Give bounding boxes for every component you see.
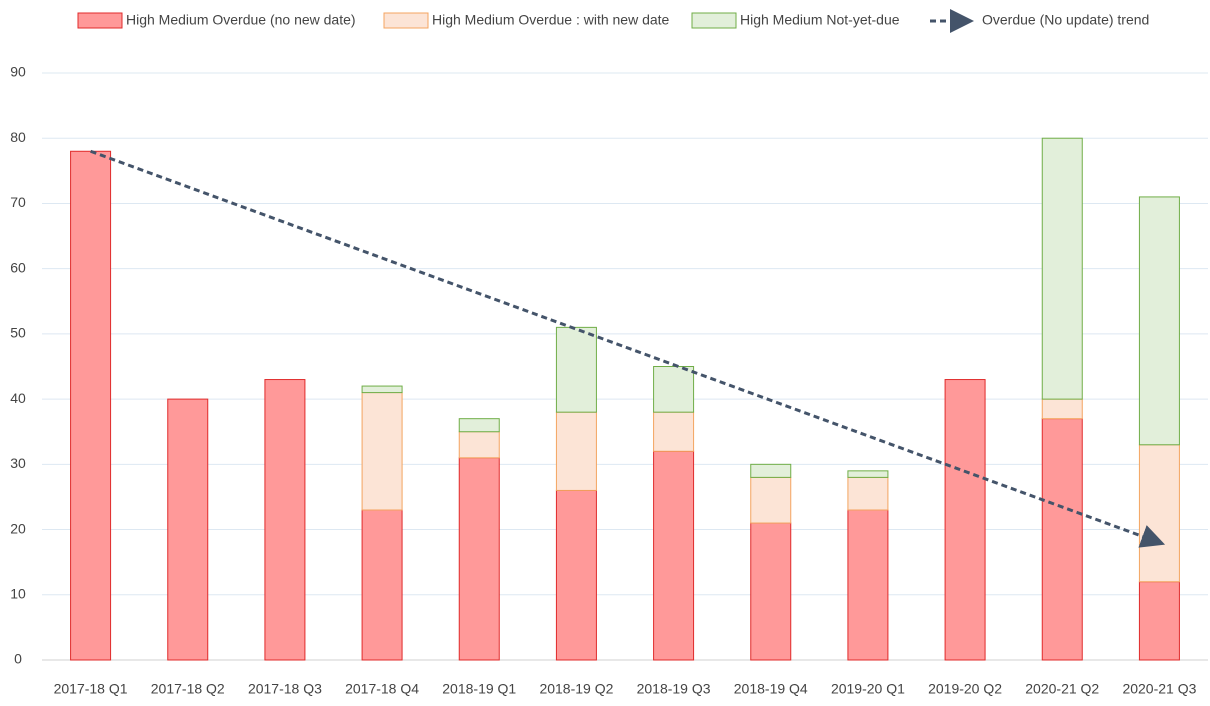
x-tick-label: 2017-18 Q4: [345, 681, 419, 697]
bar-segment: [1041, 137, 1083, 400]
bar-segment: [555, 411, 597, 491]
bar-segment: [847, 476, 889, 511]
y-tick-label: 50: [10, 325, 26, 341]
y-tick-label: 70: [10, 194, 26, 210]
bar-segment: [750, 463, 792, 478]
bar-segment: [1138, 581, 1180, 661]
x-tick-label: 2018-19 Q1: [442, 681, 516, 697]
bar-segment: [653, 366, 695, 413]
bar-segment: [847, 509, 889, 661]
bar-segment: [653, 411, 695, 452]
x-tick-label: 2018-19 Q2: [539, 681, 613, 697]
legend-swatch: [691, 12, 737, 29]
legend-label: High Medium Overdue : with new date: [432, 12, 670, 28]
bar-segment: [458, 457, 500, 661]
x-tick-label: 2018-19 Q3: [637, 681, 711, 697]
bar-segment: [361, 385, 403, 394]
bar-segment: [1041, 398, 1083, 420]
bar-segment: [1138, 196, 1180, 446]
bar-segment: [555, 489, 597, 661]
bar-segment: [167, 398, 209, 661]
y-tick-label: 80: [10, 129, 26, 145]
y-tick-label: 20: [10, 520, 26, 536]
x-tick-label: 2020-21 Q2: [1025, 681, 1099, 697]
bar-segment: [1138, 444, 1180, 583]
bar-segment: [944, 379, 986, 661]
legend-swatch: [383, 12, 429, 29]
legend-label: High Medium Overdue (no new date): [126, 12, 356, 28]
x-tick-label: 2019-20 Q1: [831, 681, 905, 697]
bar-segment: [70, 150, 112, 661]
bar-segment: [264, 379, 306, 661]
bar-segment: [1041, 418, 1083, 661]
y-tick-label: 60: [10, 259, 26, 275]
x-tick-label: 2020-21 Q3: [1122, 681, 1196, 697]
bar-segment: [458, 431, 500, 459]
x-tick-label: 2017-18 Q2: [151, 681, 225, 697]
legend-label: High Medium Not-yet-due: [740, 12, 900, 28]
x-tick-label: 2017-18 Q3: [248, 681, 322, 697]
y-tick-label: 40: [10, 390, 26, 406]
x-tick-label: 2018-19 Q4: [734, 681, 808, 697]
bar-segment: [847, 470, 889, 478]
bar-segment: [750, 476, 792, 524]
y-tick-label: 30: [10, 455, 26, 471]
bar-segment: [653, 450, 695, 661]
y-tick-label: 90: [10, 64, 26, 80]
x-tick-label: 2017-18 Q1: [54, 681, 128, 697]
y-tick-label: 10: [10, 585, 26, 601]
legend-swatch: [77, 12, 123, 29]
bar-segment: [750, 522, 792, 661]
bar-segment: [458, 418, 500, 433]
bar-segment: [361, 392, 403, 511]
x-tick-label: 2019-20 Q2: [928, 681, 1002, 697]
trend-line: [90, 149, 1166, 548]
bar-segment: [361, 509, 403, 661]
legend-label: Overdue (No update) trend: [982, 12, 1149, 28]
bar-segment: [555, 326, 597, 413]
y-tick-label: 0: [14, 651, 22, 667]
